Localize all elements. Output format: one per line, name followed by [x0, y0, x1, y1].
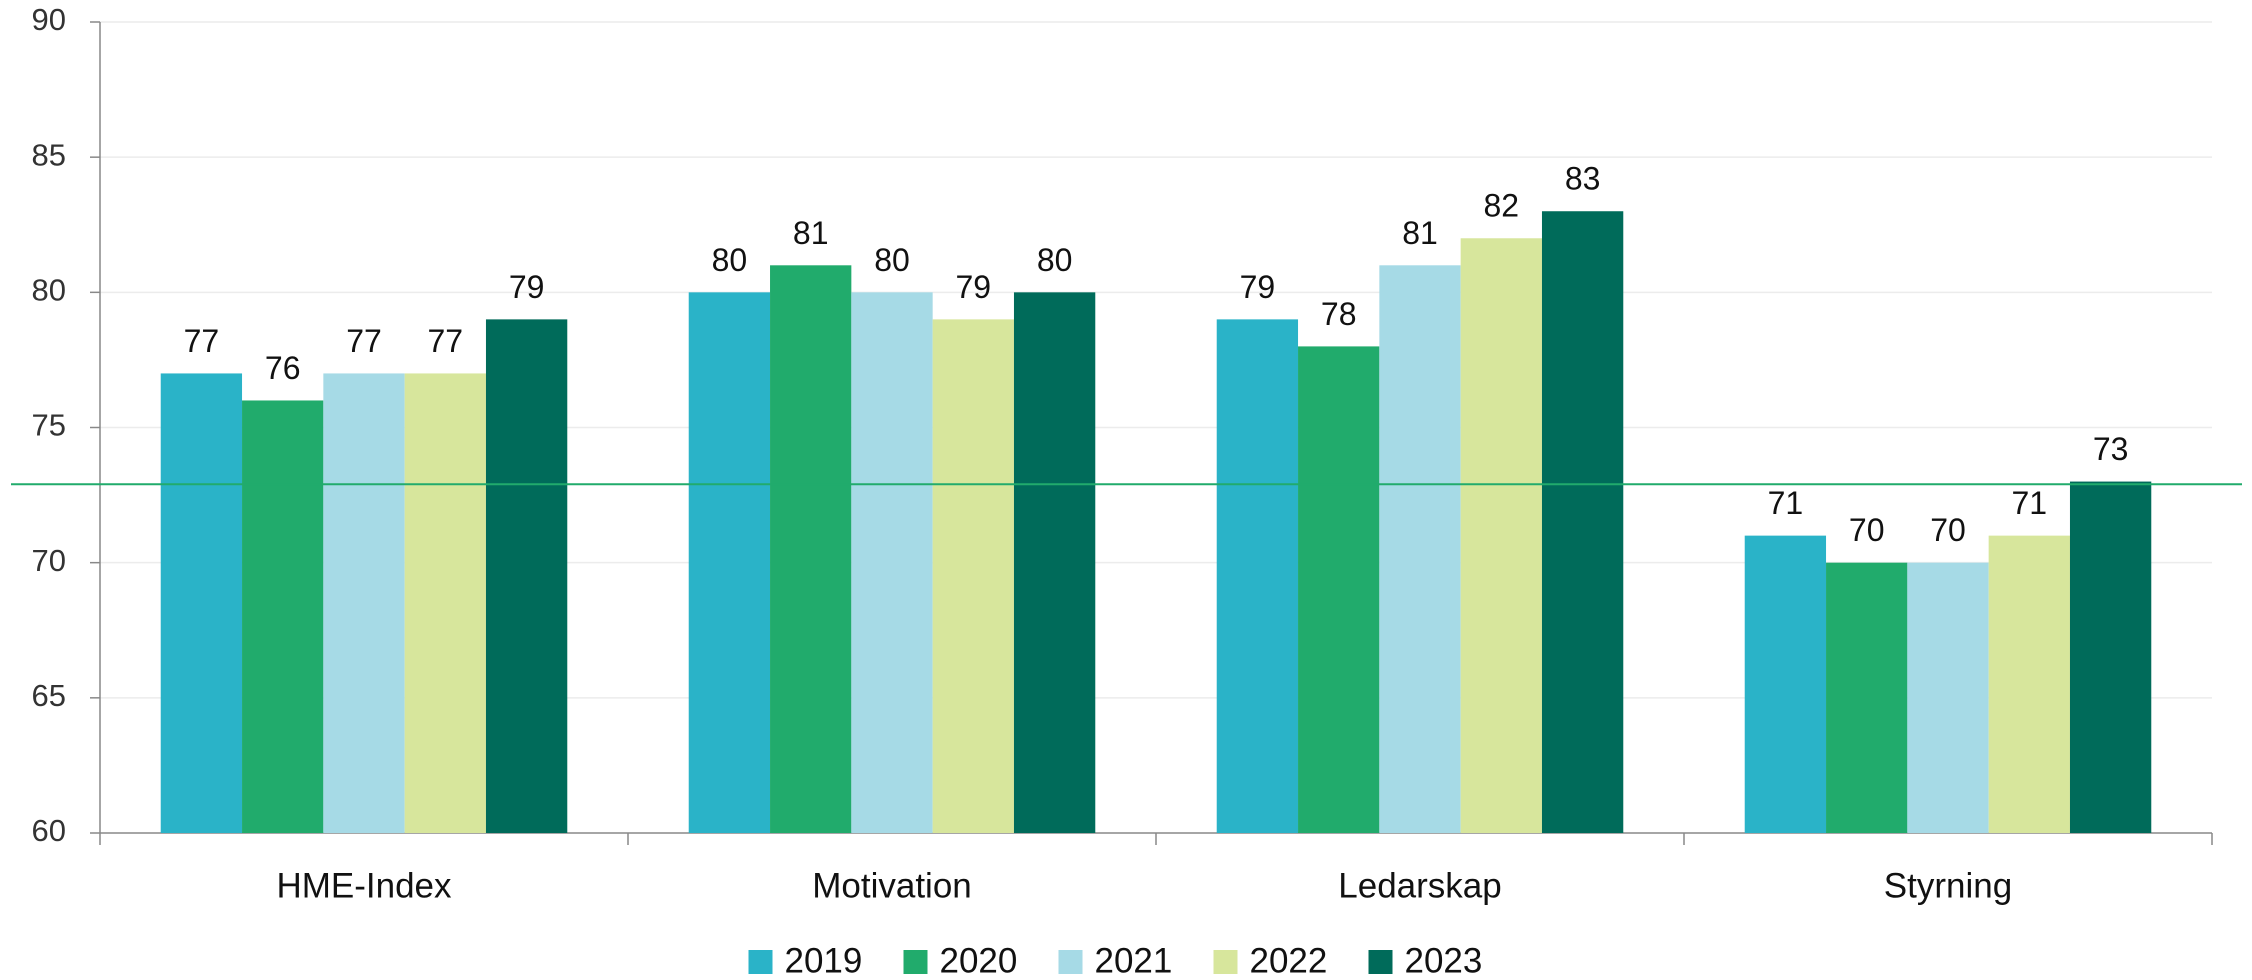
legend-label: 2021	[1095, 941, 1173, 980]
data-label: 71	[1768, 485, 1804, 521]
bar	[688, 292, 771, 833]
y-tick-label: 65	[32, 678, 66, 713]
x-tick-label: Styrning	[1884, 866, 2012, 905]
legend-swatch	[1213, 950, 1238, 974]
data-label: 83	[1565, 161, 1601, 197]
data-label: 80	[874, 242, 910, 278]
y-tick-label: 60	[32, 813, 66, 848]
data-label: 71	[2012, 485, 2048, 521]
data-label: 80	[712, 242, 748, 278]
data-label: 76	[265, 350, 301, 386]
data-label: 73	[2093, 431, 2129, 467]
bar	[1826, 562, 1908, 833]
bar	[160, 373, 243, 833]
bar	[404, 373, 486, 833]
y-tick-label: 90	[32, 2, 66, 37]
legend-swatch	[903, 950, 928, 974]
bar	[851, 292, 933, 833]
bar	[932, 319, 1014, 833]
y-tick-label: 80	[32, 273, 66, 308]
data-label: 78	[1321, 296, 1357, 332]
bar	[1988, 535, 2070, 833]
data-label: 79	[956, 269, 992, 305]
data-label: 70	[1849, 512, 1885, 548]
y-tick-label: 75	[32, 408, 66, 443]
bar	[1216, 319, 1299, 833]
legend-swatch	[748, 950, 773, 974]
bar	[2069, 481, 2152, 833]
bar	[1298, 346, 1380, 833]
bar	[1541, 211, 1624, 833]
legend-label: 2022	[1250, 941, 1328, 980]
bar	[1013, 292, 1096, 833]
data-label: 70	[1930, 512, 1966, 548]
data-label: 81	[1402, 215, 1438, 251]
legend-label: 2019	[785, 941, 863, 980]
bar	[1907, 562, 1989, 833]
data-label: 79	[1240, 269, 1276, 305]
y-tick-label: 70	[32, 543, 66, 578]
legend-label: 2023	[1405, 941, 1483, 980]
bar	[242, 400, 324, 833]
legend-swatch	[1368, 950, 1393, 974]
data-label: 77	[346, 323, 382, 359]
legend-label: 2020	[940, 941, 1018, 980]
bar	[770, 265, 852, 833]
data-label: 79	[509, 269, 545, 305]
data-label: 77	[428, 323, 464, 359]
bar	[1379, 265, 1461, 833]
bar	[1460, 238, 1542, 833]
y-tick-label: 85	[32, 137, 66, 172]
x-tick-label: Ledarskap	[1338, 866, 1501, 905]
bar	[323, 373, 405, 833]
data-label: 82	[1484, 188, 1520, 224]
bar	[1744, 535, 1827, 833]
data-label: 81	[793, 215, 829, 251]
data-label: 77	[184, 323, 220, 359]
x-tick-label: Motivation	[812, 866, 972, 905]
bar	[485, 319, 568, 833]
x-tick-label: HME-Index	[276, 866, 452, 905]
legend-swatch	[1058, 950, 1083, 974]
data-label: 80	[1037, 242, 1073, 278]
